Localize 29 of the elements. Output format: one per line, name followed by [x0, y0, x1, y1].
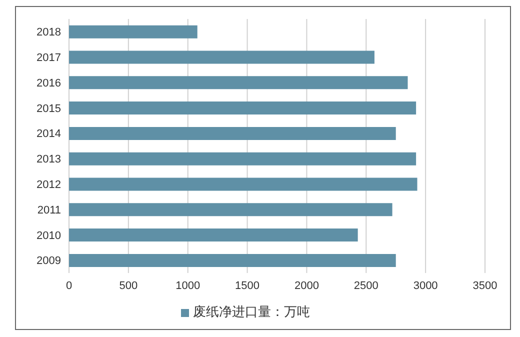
- bar: [69, 25, 198, 38]
- x-tick-label: 0: [66, 280, 72, 292]
- x-tick-label: 500: [119, 280, 138, 292]
- bar: [69, 50, 374, 64]
- y-tick-label: 2011: [37, 204, 61, 216]
- x-tick-label: 1500: [235, 280, 260, 292]
- legend-label: 废纸净进口量：万吨: [193, 304, 310, 319]
- x-tick-label: 2500: [354, 280, 378, 292]
- bar: [69, 152, 416, 166]
- bar: [69, 228, 358, 242]
- y-tick-label: 2013: [36, 154, 61, 166]
- y-tick-label: 2010: [36, 230, 61, 242]
- y-tick-label: 2015: [36, 102, 61, 115]
- bar: [69, 76, 408, 90]
- y-tick-label: 2017: [36, 52, 61, 64]
- y-tick-label: 2014: [36, 128, 61, 140]
- y-tick-label: 2012: [36, 179, 61, 192]
- y-tick-label: 2016: [36, 77, 61, 90]
- x-tick-label: 3000: [413, 280, 438, 292]
- y-tick-label: 2018: [36, 26, 61, 39]
- bar: [69, 126, 396, 140]
- bar: [69, 102, 416, 115]
- x-tick-label: 1000: [176, 280, 200, 292]
- x-tick-label: 3500: [472, 280, 498, 292]
- bar: [69, 178, 418, 191]
- bar: [69, 254, 396, 267]
- x-tick-label: 2000: [294, 280, 319, 292]
- bar: [69, 203, 392, 216]
- y-tick-label: 2009: [36, 255, 61, 268]
